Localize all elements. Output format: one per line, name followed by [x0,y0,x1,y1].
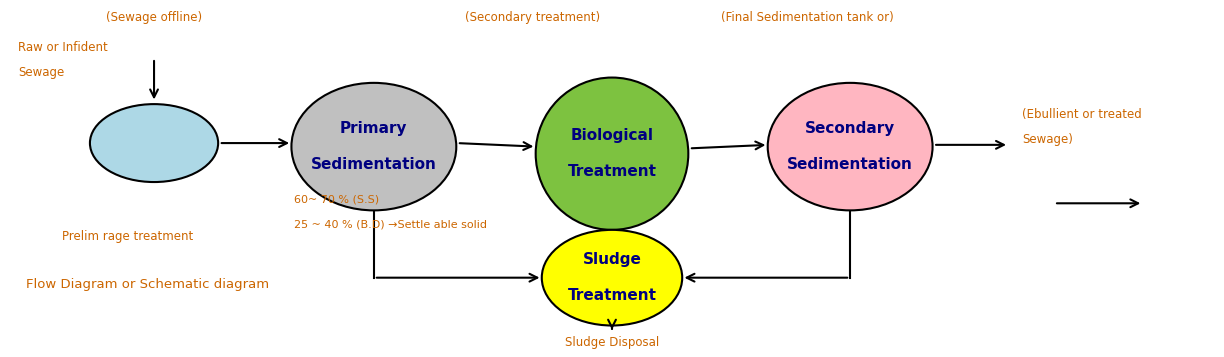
Ellipse shape [542,230,682,326]
Text: Primary: Primary [340,121,408,136]
Text: Sewage): Sewage) [1022,133,1073,146]
Text: (Ebullient or treated: (Ebullient or treated [1022,108,1142,121]
Text: Sludge: Sludge [583,252,641,267]
Text: (Secondary treatment): (Secondary treatment) [465,11,600,24]
Text: Treatment: Treatment [568,164,656,179]
Text: (Sewage offline): (Sewage offline) [106,11,202,24]
Text: (Final Sedimentation tank or): (Final Sedimentation tank or) [721,11,894,24]
Ellipse shape [767,83,933,210]
Text: Treatment: Treatment [568,288,656,303]
Text: Sedimentation: Sedimentation [787,157,913,172]
Text: Biological: Biological [570,129,654,144]
Text: 60~ 70 % (S.S): 60~ 70 % (S.S) [295,195,379,205]
Ellipse shape [89,104,218,182]
Text: Prelim rage treatment: Prelim rage treatment [62,231,193,243]
Ellipse shape [291,83,457,210]
Text: Sewage: Sewage [18,66,65,79]
Text: 25 ~ 40 % (B.D) →Settle able solid: 25 ~ 40 % (B.D) →Settle able solid [295,220,487,230]
Text: Sludge Disposal: Sludge Disposal [564,336,660,349]
Text: Secondary: Secondary [805,121,895,136]
Ellipse shape [536,77,688,230]
Text: Raw or Infident: Raw or Infident [18,41,108,54]
Text: Flow Diagram or Schematic diagram: Flow Diagram or Schematic diagram [26,278,269,291]
Text: Sedimentation: Sedimentation [311,157,437,172]
